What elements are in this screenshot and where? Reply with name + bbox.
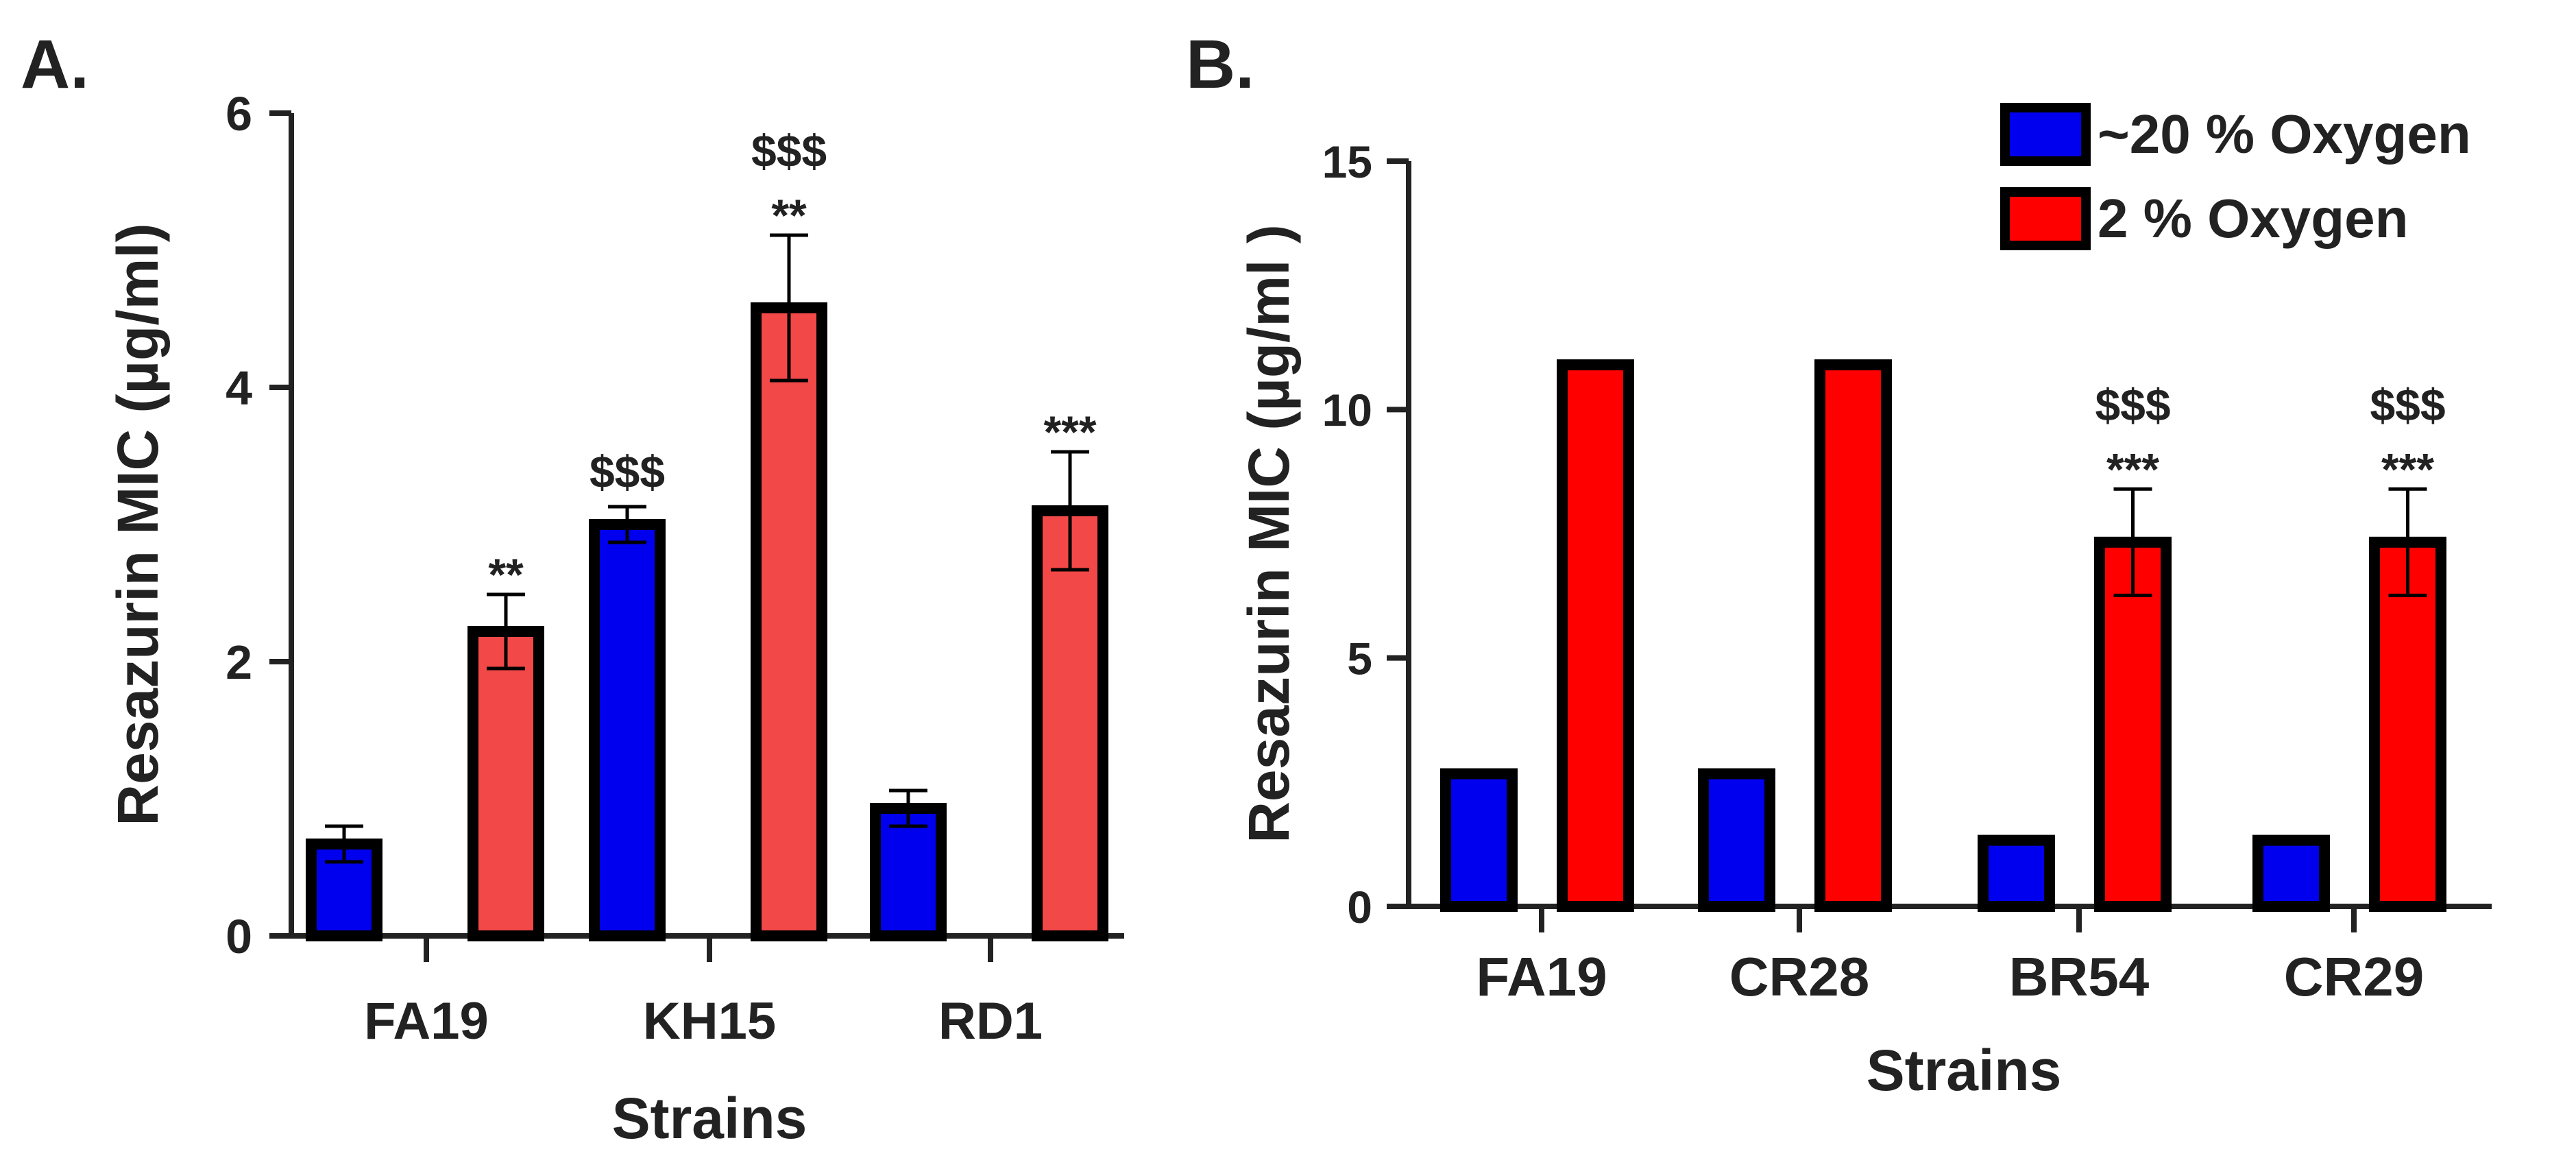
panel-a-y-tick-label: 2 — [226, 636, 252, 689]
panel-a-significance-label: $$$ — [590, 446, 665, 497]
panel-a-significance-label: *** — [1043, 407, 1096, 457]
panel-b-significance-label: $$$ — [2370, 379, 2445, 430]
panel-a-label: A. — [21, 26, 89, 103]
panel-a-significance-label: $$$ — [751, 125, 827, 176]
legend-swatch — [2000, 103, 2091, 166]
panel-a-category-label: FA19 — [364, 992, 489, 1050]
panel-b-y-tick-label: 15 — [1322, 136, 1372, 187]
panel-b-label: B. — [1186, 26, 1254, 103]
panel-a-bar-hypoxia — [467, 626, 544, 941]
panel-b-bar-hypoxia — [1557, 359, 1634, 912]
panel-b-x-axis-title: Strains — [1867, 1038, 2062, 1102]
panel-a-significance-label: ** — [488, 549, 524, 600]
panel-b-y-tick-label: 10 — [1322, 385, 1372, 435]
panel-a-x-axis-title: Strains — [612, 1086, 807, 1150]
panel-a-y-axis-title: Resazurin MIC (µg/ml) — [106, 223, 170, 825]
panel-b-significance-label: $$$ — [2095, 379, 2170, 430]
panel-a-y-tick-label: 0 — [226, 910, 252, 963]
panel-a-bar-hypoxia — [1032, 505, 1108, 941]
panel-b-bar-normoxia — [1698, 768, 1775, 913]
panel-a-category-label: RD1 — [938, 992, 1043, 1050]
panel-b-bar-normoxia — [1978, 834, 2055, 913]
panel-b-category-label: CR29 — [2284, 946, 2425, 1007]
panel-b-y-axis-title: Resazurin MIC (µg/ml ) — [1237, 224, 1301, 843]
panel-a-bar-hypoxia — [751, 302, 827, 941]
legend-swatch — [2000, 187, 2091, 250]
panel-a-y-tick-label: 4 — [226, 361, 252, 415]
panel-b-category-label: FA19 — [1476, 946, 1607, 1007]
legend-label: 2 % Oxygen — [2098, 188, 2409, 249]
panel-a-bar-normoxia — [589, 519, 666, 941]
panel-b-bar-hypoxia — [1814, 359, 1892, 912]
panel-a-significance-label: ** — [771, 190, 807, 241]
panel-b-category-label: BR54 — [2009, 946, 2150, 1007]
panel-b-category-label: CR28 — [1729, 946, 1870, 1007]
panel-b-y-tick-label: 0 — [1347, 882, 1372, 932]
panel-b-y-tick-label: 5 — [1347, 633, 1372, 684]
panel-a-category-label: KH15 — [643, 992, 776, 1050]
panel-a-y-tick-label: 6 — [226, 87, 252, 141]
panel-b-bar-normoxia — [2252, 834, 2330, 913]
panel-b-significance-label: *** — [2106, 444, 2159, 494]
panel-b-bar-normoxia — [1440, 768, 1518, 913]
legend-label: ~20 % Oxygen — [2098, 104, 2471, 165]
panel-b-significance-label: *** — [2381, 444, 2434, 494]
